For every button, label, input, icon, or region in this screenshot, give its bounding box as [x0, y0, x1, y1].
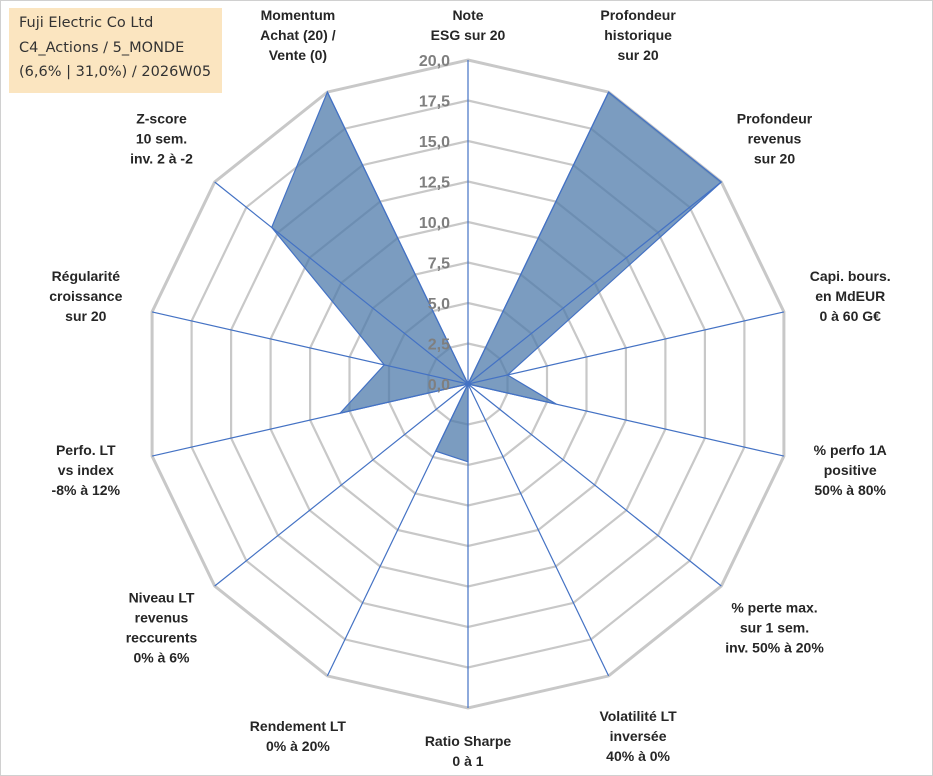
category-label: Niveau LT revenus reccurents 0% à 6% — [126, 589, 198, 665]
spoke-line — [467, 383, 722, 587]
category-label-line: Profondeur — [737, 111, 813, 127]
category-label-line: positive — [824, 462, 877, 478]
category-label: Ratio Sharpe 0 à 1 — [425, 733, 512, 769]
category-label-line: 10 sem. — [136, 131, 187, 147]
category-label-line: 40% à 0% — [606, 748, 670, 764]
info-box: Fuji Electric Co Ltd C4_Actions / 5_MOND… — [9, 8, 222, 93]
category-label-line: Ratio Sharpe — [425, 733, 512, 749]
category-label-line: revenus — [748, 131, 802, 147]
category-label-line: Régularité — [52, 268, 121, 284]
category-label-line: Rendement LT — [250, 718, 347, 734]
category-label-line: inv. 2 à -2 — [130, 151, 193, 167]
spoke-line — [467, 181, 722, 385]
spoke-line — [214, 181, 469, 385]
spoke-line — [326, 383, 469, 677]
category-label-line: sur 1 sem. — [740, 619, 809, 635]
category-label: Perfo. LT vs index -8% à 12% — [52, 442, 121, 498]
category-label-line: reccurents — [126, 629, 198, 645]
category-label: Volatilité LT inversée 40% à 0% — [599, 708, 677, 764]
category-label-line: Capi. bours. — [810, 268, 891, 284]
spoke-line — [326, 91, 469, 385]
category-label-line: 0% à 6% — [133, 649, 190, 665]
category-label-line: Profondeur — [600, 7, 676, 23]
category-label-line: revenus — [135, 609, 189, 625]
category-label: Capi. bours. en MdEUR 0 à 60 G€ — [810, 268, 891, 324]
category-label-line: en MdEUR — [815, 288, 885, 304]
category-label: Note ESG sur 20 — [431, 7, 506, 43]
radar-series — [271, 90, 723, 463]
category-label-line: croissance — [49, 288, 122, 304]
tick-label: 7,5 — [428, 256, 450, 273]
category-label-line: sur 20 — [65, 308, 106, 324]
tick-label: 0,0 — [428, 377, 450, 394]
category-label-line: Note — [452, 7, 483, 23]
radial-axis-ticks: 0,0 2,5 5,0 7,5 10,0 12,5 15,0 17,5 20,0 — [419, 53, 450, 394]
tick-label: 10,0 — [419, 215, 450, 232]
radar-spokes — [151, 60, 785, 708]
category-label: Profondeur historique sur 20 — [600, 7, 676, 63]
tick-label: 12,5 — [419, 175, 450, 192]
category-label: Régularité croissance sur 20 — [49, 268, 122, 324]
category-label: Momentum Achat (20) / Vente (0) — [260, 7, 336, 63]
category-label-line: inv. 50% à 20% — [725, 639, 824, 655]
category-label: Profondeur revenus sur 20 — [737, 111, 813, 167]
category-label-line: -8% à 12% — [52, 482, 121, 498]
category-label: Rendement LT 0% à 20% — [250, 718, 347, 754]
spoke-line — [467, 383, 785, 457]
category-label: Z-score 10 sem. inv. 2 à -2 — [130, 111, 193, 167]
category-label-line: Niveau LT — [129, 589, 195, 605]
series-area — [271, 90, 723, 463]
category-labels: Note ESG sur 20 Profondeur historique sur 20… — [49, 7, 890, 769]
category-label-line: inversée — [610, 728, 667, 744]
tick-label: 2,5 — [428, 337, 450, 354]
info-company-name: Fuji Electric Co Ltd — [19, 15, 154, 31]
category-label-line: sur 20 — [617, 47, 658, 63]
category-label: % perte max. sur 1 sem. inv. 50% à 20% — [725, 599, 824, 655]
tick-label: 15,0 — [419, 134, 450, 151]
spoke-line — [467, 91, 610, 385]
tick-label: 20,0 — [419, 53, 450, 70]
spoke-line — [467, 311, 785, 385]
category-label-line: Z-score — [136, 111, 187, 127]
spoke-line — [214, 383, 469, 587]
category-label-line: Momentum — [261, 7, 336, 23]
category-label-line: Achat (20) / — [260, 27, 336, 43]
category-label-line: 50% à 80% — [814, 482, 886, 498]
category-label-line: ESG sur 20 — [431, 27, 506, 43]
spoke-line — [151, 383, 469, 457]
spoke-line — [151, 311, 469, 385]
category-label-line: % perte max. — [731, 599, 817, 615]
tick-label: 5,0 — [428, 296, 450, 313]
category-label-line: Vente (0) — [269, 47, 327, 63]
category-label: % perfo 1A positive 50% à 80% — [814, 442, 887, 498]
category-label-line: historique — [604, 27, 672, 43]
category-label-line: % perfo 1A — [814, 442, 887, 458]
info-category: C4_Actions / 5_MONDE — [19, 39, 185, 56]
category-label-line: sur 20 — [754, 151, 795, 167]
info-period: (6,6% | 31,0%) / 2026W05 — [19, 64, 212, 80]
tick-label: 17,5 — [419, 94, 450, 111]
category-label-line: Perfo. LT — [56, 442, 116, 458]
category-label-line: 0% à 20% — [266, 738, 330, 754]
category-label-line: 0 à 1 — [452, 753, 483, 769]
category-label-line: Volatilité LT — [599, 708, 677, 724]
spoke-line — [467, 383, 610, 677]
category-label-line: vs index — [58, 462, 114, 478]
category-label-line: 0 à 60 G€ — [819, 308, 881, 324]
